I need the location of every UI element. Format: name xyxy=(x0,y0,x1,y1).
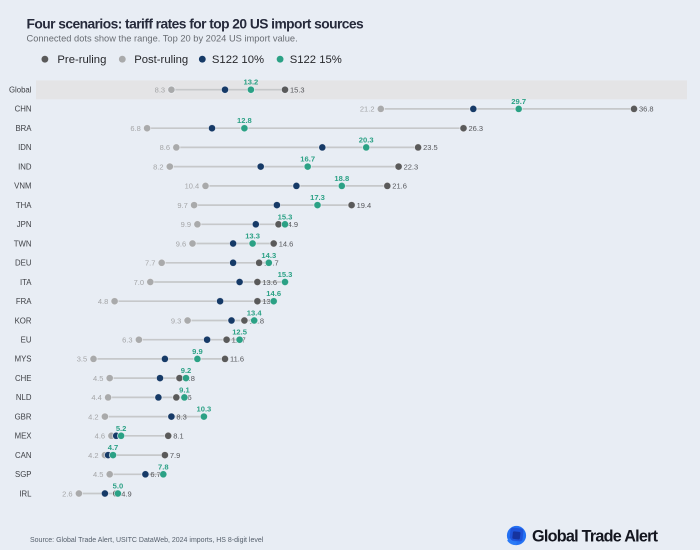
svg-text:8.2: 8.2 xyxy=(153,162,163,171)
svg-text:Global: Global xyxy=(9,86,32,95)
svg-text:9.2: 9.2 xyxy=(181,366,192,375)
svg-text:4.5: 4.5 xyxy=(93,374,103,383)
svg-text:THA: THA xyxy=(16,201,32,210)
svg-text:22.3: 22.3 xyxy=(404,162,419,171)
svg-text:VNM: VNM xyxy=(14,182,31,191)
svg-text:21.6: 21.6 xyxy=(392,182,407,191)
svg-text:14.6: 14.6 xyxy=(266,289,281,298)
svg-text:SGP: SGP xyxy=(15,470,31,479)
svg-text:9.3: 9.3 xyxy=(171,316,181,325)
svg-text:4.4: 4.4 xyxy=(91,393,101,402)
svg-text:16.7: 16.7 xyxy=(300,155,315,164)
svg-text:14.6: 14.6 xyxy=(279,239,294,248)
svg-text:6.7: 6.7 xyxy=(150,470,160,479)
svg-text:CAN: CAN xyxy=(15,451,31,460)
svg-text:Source: Global Trade Alert, US: Source: Global Trade Alert, USITC DataWe… xyxy=(30,537,264,544)
svg-text:JPN: JPN xyxy=(17,220,32,229)
svg-text:14.3: 14.3 xyxy=(261,251,276,260)
svg-text:10.4: 10.4 xyxy=(185,182,200,191)
svg-text:7.0: 7.0 xyxy=(134,278,144,287)
svg-text:36.8: 36.8 xyxy=(639,105,654,114)
svg-text:6.8: 6.8 xyxy=(130,124,140,133)
svg-text:CHE: CHE xyxy=(15,374,31,383)
svg-text:4.5: 4.5 xyxy=(93,470,103,479)
svg-text:29.7: 29.7 xyxy=(511,97,526,106)
svg-text:FRA: FRA xyxy=(16,297,32,306)
svg-text:2.6: 2.6 xyxy=(62,489,72,498)
svg-text:13.2: 13.2 xyxy=(244,78,259,87)
svg-text:NLD: NLD xyxy=(16,393,32,402)
svg-text:18.8: 18.8 xyxy=(334,174,349,183)
svg-text:7.9: 7.9 xyxy=(170,451,180,460)
svg-text:19.4: 19.4 xyxy=(357,201,372,210)
svg-text:15.3: 15.3 xyxy=(278,212,293,221)
svg-text:Global Trade Alert: Global Trade Alert xyxy=(532,527,659,545)
svg-text:EU: EU xyxy=(21,336,32,345)
svg-text:IND: IND xyxy=(18,162,32,171)
svg-text:11.6: 11.6 xyxy=(230,355,244,364)
svg-text:15.3: 15.3 xyxy=(290,86,305,95)
svg-text:15.3: 15.3 xyxy=(278,270,293,279)
svg-text:20.3: 20.3 xyxy=(359,135,374,144)
svg-text:TWN: TWN xyxy=(14,239,32,248)
svg-text:5.2: 5.2 xyxy=(116,424,127,433)
svg-text:6.3: 6.3 xyxy=(122,336,132,345)
svg-text:IDN: IDN xyxy=(18,143,31,152)
svg-text:DEU: DEU xyxy=(15,259,32,268)
svg-text:4.8: 4.8 xyxy=(98,297,108,306)
svg-text:17.3: 17.3 xyxy=(310,193,325,202)
svg-text:9.7: 9.7 xyxy=(177,201,187,210)
svg-text:13.4: 13.4 xyxy=(247,309,263,318)
svg-text:8.3: 8.3 xyxy=(176,412,186,421)
svg-text:9.6: 9.6 xyxy=(176,239,186,248)
svg-text:3.5: 3.5 xyxy=(77,355,87,364)
svg-text:MYS: MYS xyxy=(15,355,32,364)
svg-text:12.5: 12.5 xyxy=(232,328,248,337)
svg-text:8.3: 8.3 xyxy=(155,86,165,95)
svg-text:GBR: GBR xyxy=(15,412,32,421)
svg-text:Four scenarios: tariff rates f: Four scenarios: tariff rates for top 20 … xyxy=(27,17,365,32)
svg-text:23.5: 23.5 xyxy=(423,143,438,152)
svg-text:4.2: 4.2 xyxy=(88,412,98,421)
svg-text:4.9: 4.9 xyxy=(121,489,131,498)
svg-text:8.6: 8.6 xyxy=(160,143,170,152)
svg-text:BRA: BRA xyxy=(15,124,32,133)
svg-text:IRL: IRL xyxy=(19,489,32,498)
svg-text:4.7: 4.7 xyxy=(108,443,119,452)
svg-text:7.7: 7.7 xyxy=(145,259,155,268)
svg-text:Connected dots show the range.: Connected dots show the range. Top 20 by… xyxy=(27,33,298,43)
svg-text:S122 10%: S122 10% xyxy=(212,54,264,66)
svg-text:9.1: 9.1 xyxy=(179,385,190,394)
svg-text:4.6: 4.6 xyxy=(95,432,105,441)
svg-text:8.1: 8.1 xyxy=(173,432,183,441)
svg-text:13.3: 13.3 xyxy=(245,232,260,241)
svg-text:12.8: 12.8 xyxy=(237,116,252,125)
svg-text:21.2: 21.2 xyxy=(360,105,375,114)
svg-text:5.0: 5.0 xyxy=(113,482,124,491)
svg-text:ITA: ITA xyxy=(20,278,32,287)
svg-text:14.9: 14.9 xyxy=(284,220,299,229)
svg-text:CHN: CHN xyxy=(15,105,32,114)
svg-text:KOR: KOR xyxy=(15,316,32,325)
svg-text:MEX: MEX xyxy=(15,432,33,441)
svg-text:13.6: 13.6 xyxy=(262,278,277,287)
svg-text:Pre-ruling: Pre-ruling xyxy=(57,54,106,66)
svg-text:S122 15%: S122 15% xyxy=(290,54,342,66)
svg-text:7.8: 7.8 xyxy=(158,462,169,471)
svg-text:10.3: 10.3 xyxy=(197,405,212,414)
svg-text:9.9: 9.9 xyxy=(181,220,191,229)
svg-text:Post-ruling: Post-ruling xyxy=(134,54,188,66)
svg-text:9.9: 9.9 xyxy=(192,347,203,356)
svg-text:26.3: 26.3 xyxy=(469,124,484,133)
svg-text:4.2: 4.2 xyxy=(88,451,98,460)
